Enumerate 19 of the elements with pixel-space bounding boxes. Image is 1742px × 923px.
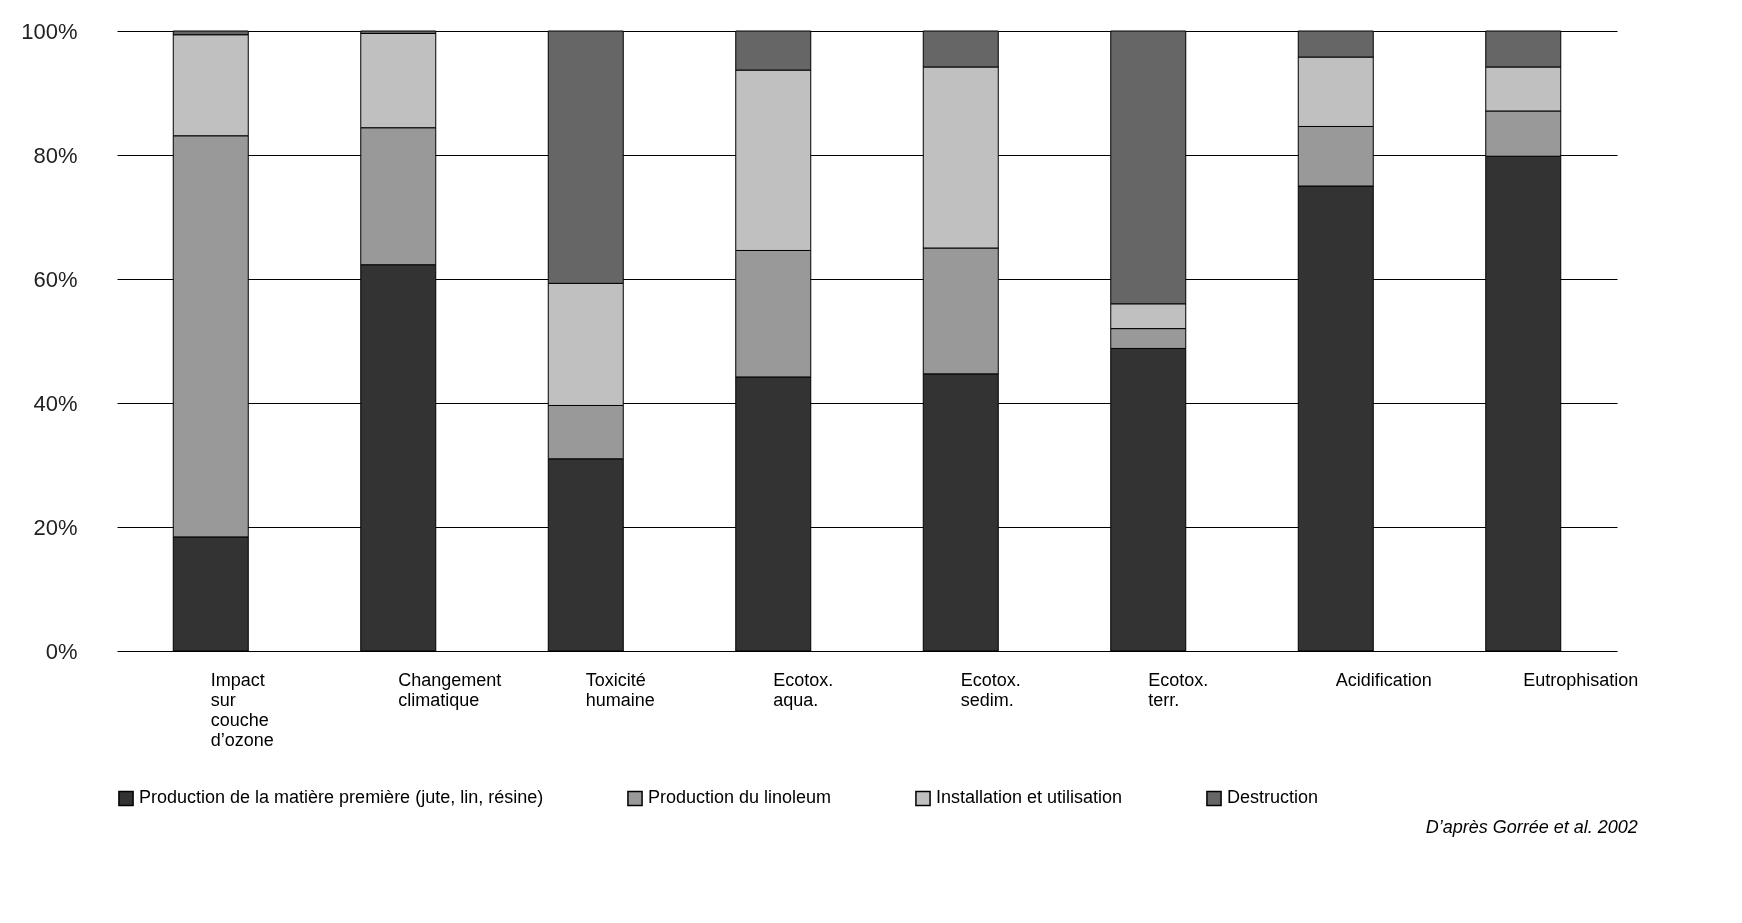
legend-label: Destruction bbox=[1227, 787, 1319, 808]
x-tick-label: Impact sur couche d’ozone bbox=[210, 669, 274, 750]
y-tick-label: 80% bbox=[33, 142, 78, 168]
y-tick-label: 40% bbox=[33, 390, 78, 416]
x-tick-label: Ecotox. aqua. bbox=[773, 669, 834, 710]
x-tick-label: Toxicité humaine bbox=[585, 669, 655, 710]
y-tick-label: 20% bbox=[33, 514, 78, 540]
x-tick-label: Changement climatique bbox=[398, 669, 502, 710]
legend-label: Production du linoleum bbox=[648, 787, 832, 808]
x-tick-label: Eutrophisation bbox=[1523, 669, 1639, 690]
x-tick-label: Ecotox. sedim. bbox=[960, 669, 1021, 710]
text: D’après Gorrée et al. 2002 bbox=[1425, 817, 1638, 837]
x-tick-label: Acidification bbox=[1335, 669, 1432, 690]
legend-label: Production de la matière première (jute, lin, résine) bbox=[139, 787, 544, 808]
y-tick-label: 60% bbox=[33, 266, 78, 292]
y-tick-label: 0% bbox=[45, 638, 78, 664]
legend-label: Installation et utilisation bbox=[936, 787, 1123, 808]
y-tick-label: 100% bbox=[21, 18, 78, 44]
x-tick-label: Ecotox. terr. bbox=[1148, 669, 1209, 710]
